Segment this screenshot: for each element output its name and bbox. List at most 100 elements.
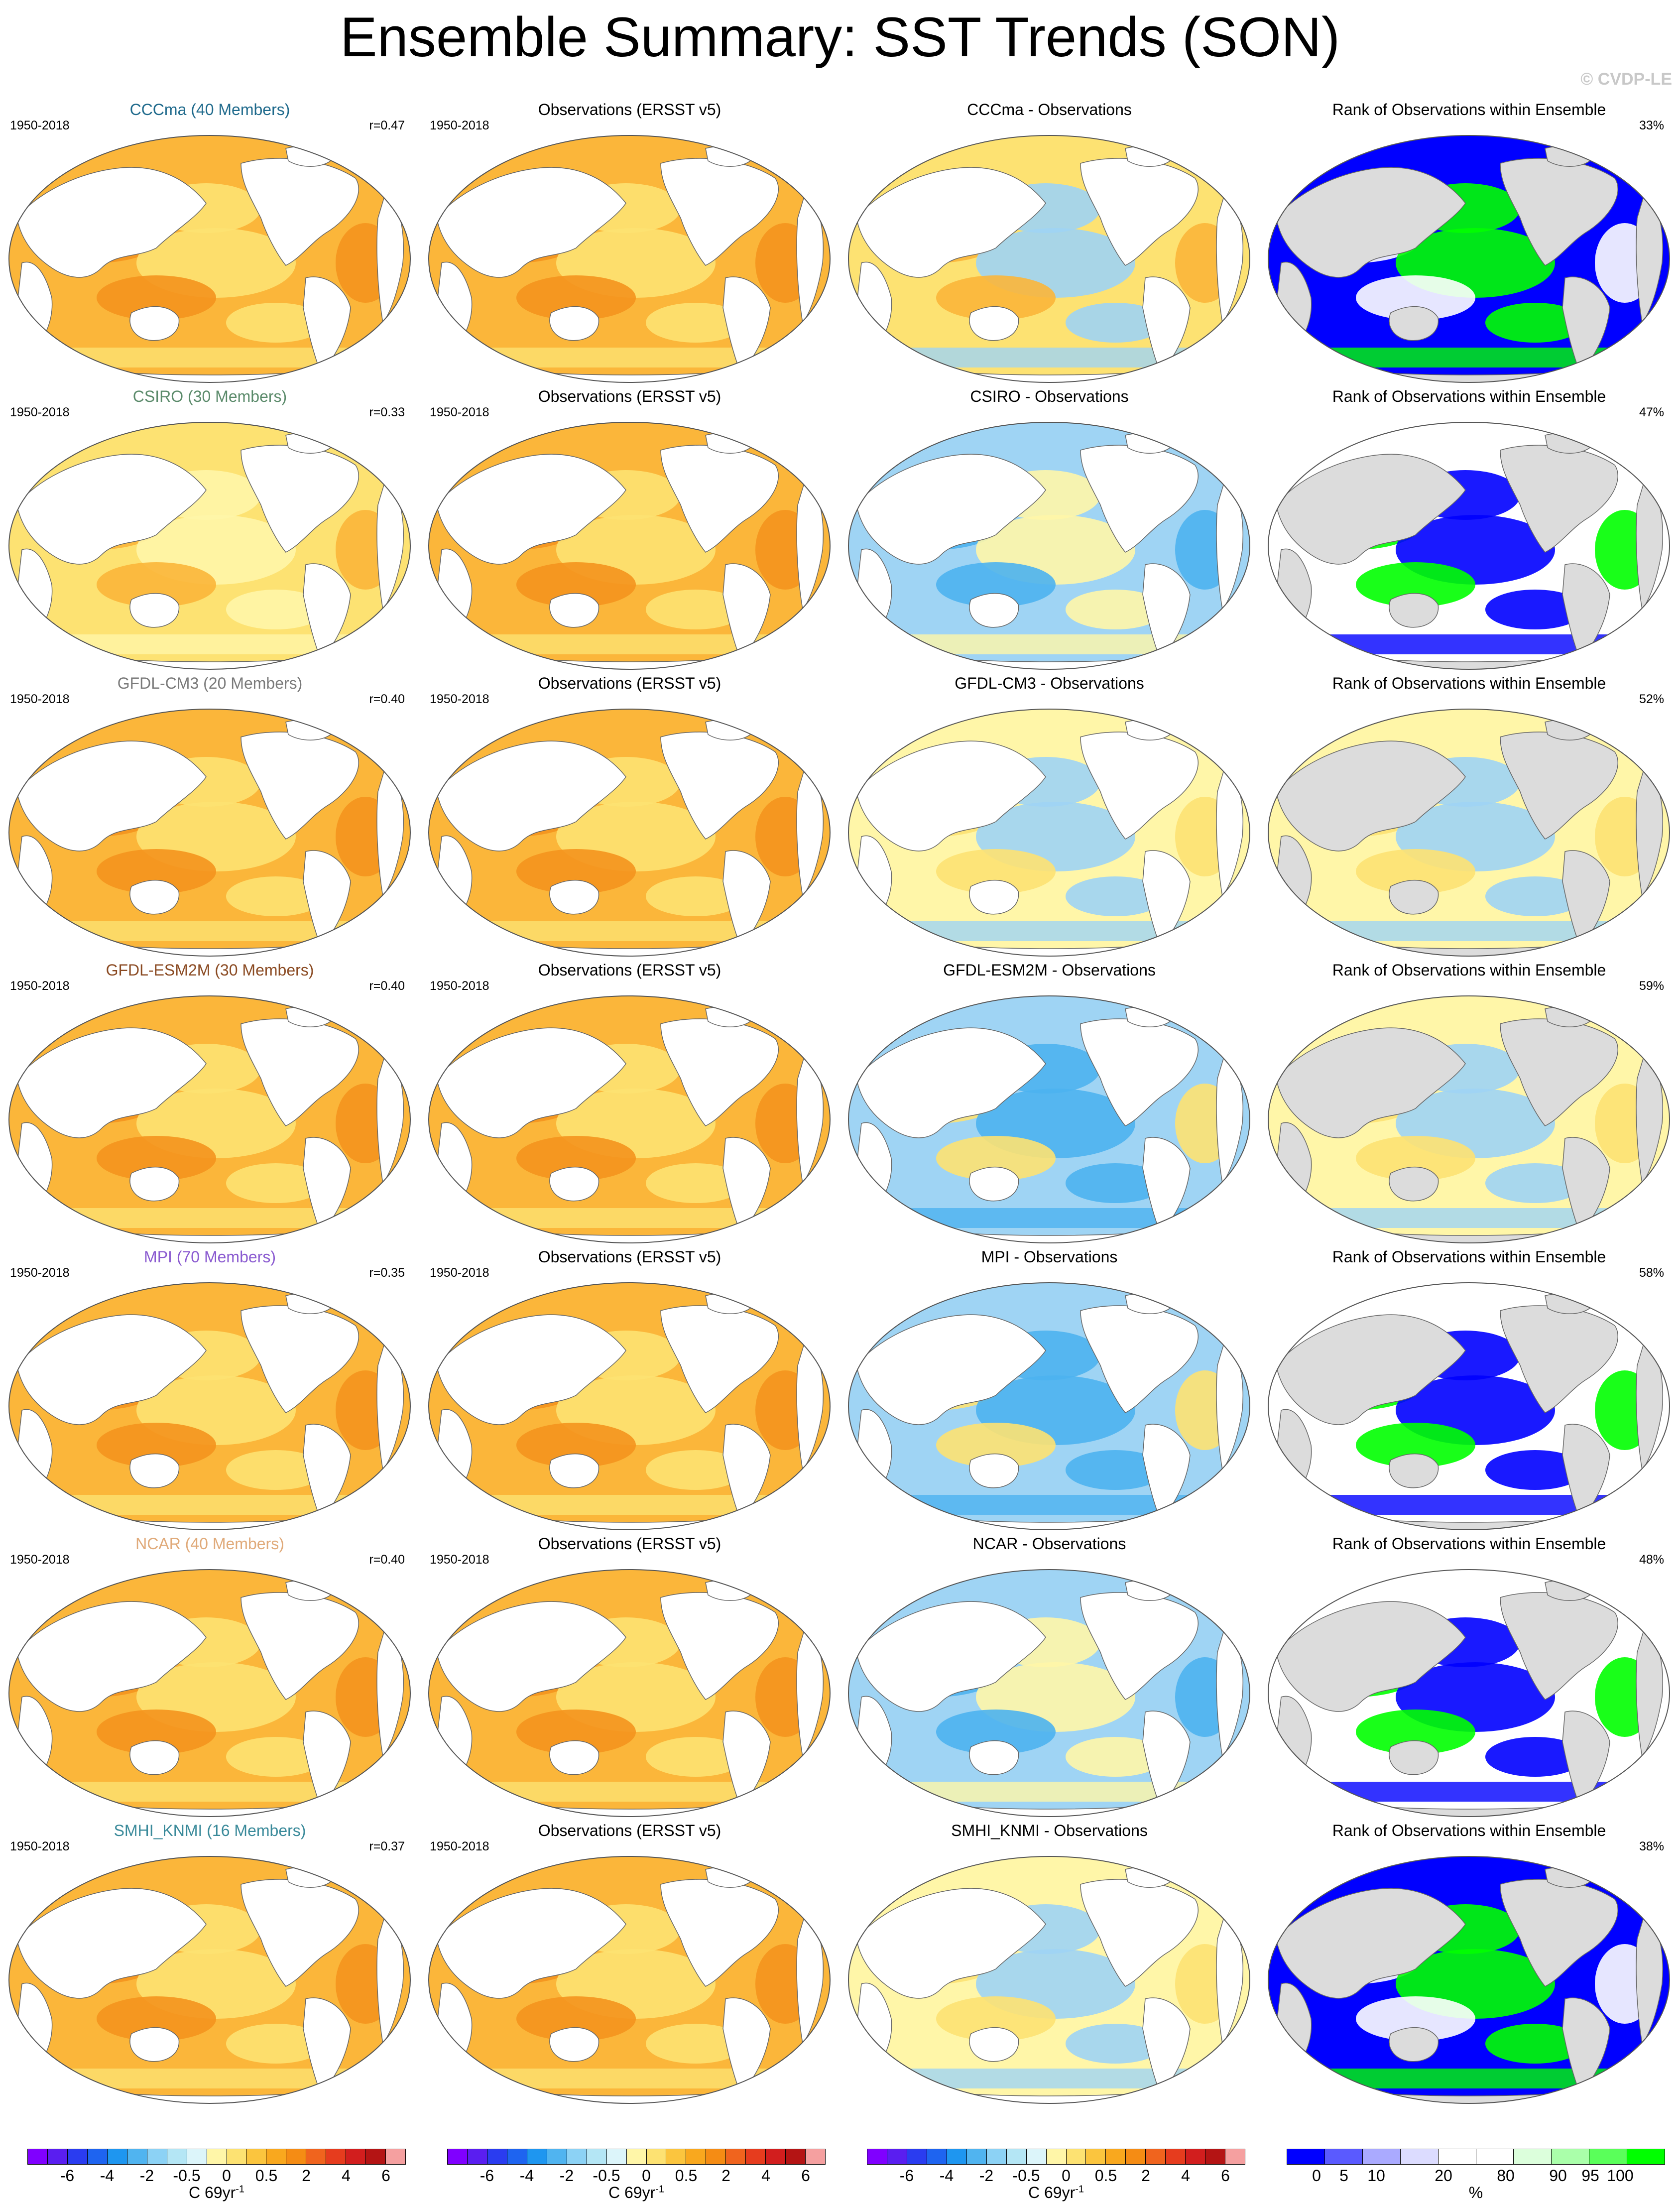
map: [846, 1281, 1252, 1532]
land-outline: [1636, 1913, 1663, 2045]
colorbar-cell: [47, 2149, 68, 2164]
field-patch: [936, 275, 1056, 320]
colorbar-tick-label: 0.5: [255, 2167, 278, 2185]
land-outline: [1636, 479, 1663, 611]
land-outline: [1276, 1601, 1466, 1712]
land-outline: [1562, 1711, 1610, 1808]
colorbar-cell: [448, 2149, 468, 2164]
colorbar-cell: [227, 2149, 247, 2164]
model-panel: CCCma (40 Members) 1950-2018 r=0.47: [0, 100, 420, 386]
rank-panel: Rank of Observations within Ensemble 58%: [1259, 1247, 1679, 1534]
colorbar-cell: [567, 2149, 587, 2164]
colorbar-cells: [447, 2149, 826, 2165]
diff-panel: SMHI_KNMI - Observations: [840, 1821, 1259, 2107]
rank-panel: Rank of Observations within Ensemble 33%: [1259, 100, 1679, 386]
land-outline: [796, 1340, 824, 1471]
map-svg: [1268, 422, 1670, 670]
land-outline: [856, 1601, 1046, 1712]
model-panel: NCAR (40 Members) 1950-2018 r=0.40: [0, 1534, 420, 1821]
colorbar-unit-label: C 69yr-1: [1028, 2184, 1084, 2202]
field-patch: [1356, 275, 1475, 320]
field-patch: [226, 1737, 326, 1777]
colorbar-cell: [547, 2149, 567, 2164]
map: [7, 133, 413, 385]
field-patch: [936, 1996, 1056, 2041]
rank-percent-label: 47%: [1639, 405, 1664, 419]
panel-title: NCAR (40 Members): [135, 1535, 284, 1553]
colorbar-cell: [1086, 2149, 1106, 2164]
land-outline: [16, 454, 207, 565]
map: [1266, 707, 1672, 959]
field-patch: [1485, 303, 1585, 343]
correlation-label: r=0.40: [369, 1553, 405, 1567]
field-patch: [226, 303, 326, 343]
period-label: 1950-2018: [430, 405, 489, 419]
colorbar-cell: [626, 2149, 647, 2164]
colorbar-tick-label: 6: [801, 2167, 810, 2185]
land-outline: [969, 306, 1019, 341]
page-title: Ensemble Summary: SST Trends (SON): [340, 6, 1340, 68]
field-patch: [646, 2024, 745, 2064]
correlation-label: r=0.40: [369, 979, 405, 993]
land-outline: [722, 850, 771, 947]
diff-panel: MPI - Observations: [840, 1247, 1259, 1534]
land-outline: [129, 2027, 180, 2062]
land-outline: [1636, 1340, 1663, 1471]
land-outline: [303, 1137, 351, 1234]
land-outline: [376, 1053, 404, 1184]
map-svg: [848, 709, 1250, 957]
colorbar-cell: [786, 2149, 806, 2164]
land-outline: [722, 276, 771, 373]
field-patch: [1066, 1450, 1165, 1490]
colorbar-cell: [587, 2149, 607, 2164]
obs-panel: Observations (ERSST v5) 1950-2018: [420, 1247, 840, 1534]
field-patch: [516, 275, 636, 320]
land-outline: [436, 1027, 626, 1138]
panel-title: GFDL-ESM2M (30 Members): [106, 961, 314, 979]
field-patch: [1066, 590, 1165, 629]
colorbar-cell: [487, 2149, 507, 2164]
land-outline: [376, 1913, 404, 2045]
colorbar-tick-label: 0.5: [1094, 2167, 1117, 2185]
period-label: 1950-2018: [430, 692, 489, 706]
map-svg: [8, 422, 411, 670]
colorbar-cell: [306, 2149, 327, 2164]
colorbar-cells: [867, 2149, 1245, 2165]
colorbar-tick-label: 2: [302, 2167, 311, 2185]
period-label: 1950-2018: [430, 979, 489, 993]
period-label: 1950-2018: [10, 1839, 70, 1853]
panel-title: Observations (ERSST v5): [538, 387, 721, 405]
model-panel: GFDL-ESM2M (30 Members) 1950-2018 r=0.40: [0, 960, 420, 1247]
land-outline: [303, 1424, 351, 1521]
period-label: 1950-2018: [430, 1553, 489, 1567]
map: [7, 420, 413, 672]
field-patch: [97, 1996, 216, 2041]
rank-percent-label: 38%: [1639, 1839, 1664, 1853]
panel-title: CSIRO (30 Members): [132, 387, 287, 405]
colorbar-cells: [27, 2149, 406, 2165]
land-outline: [129, 1167, 180, 1202]
colorbar-tick-label: 80: [1497, 2167, 1515, 2185]
colorbar-trend-model: -6 -4 -2 -0.5 0 0.5 2 4 6 C 69yr-1: [27, 2149, 406, 2202]
field-patch: [97, 1423, 216, 1468]
panel-title: SMHI_KNMI - Observations: [951, 1822, 1148, 1839]
panel-title: Rank of Observations within Ensemble: [1332, 1248, 1606, 1266]
colorbar-tick-label: 4: [1181, 2167, 1190, 2185]
colorbar-cell: [1106, 2149, 1126, 2164]
map-svg: [8, 709, 411, 957]
colorbar-cell: [1438, 2149, 1476, 2164]
land-outline: [16, 1601, 207, 1712]
land-outline: [1216, 192, 1243, 324]
land-outline: [549, 1740, 600, 1775]
field-patch: [516, 1136, 636, 1181]
correlation-label: r=0.33: [369, 405, 405, 419]
colorbar-tick-label: -0.5: [173, 2167, 201, 2185]
colorbar-tick-label: 20: [1435, 2167, 1452, 2185]
map: [846, 1568, 1252, 1819]
correlation-label: r=0.47: [369, 119, 405, 132]
colorbar-cell: [927, 2149, 947, 2164]
map-svg: [428, 422, 831, 670]
land-outline: [796, 766, 824, 897]
panel-title: Rank of Observations within Ensemble: [1332, 674, 1606, 692]
map: [846, 707, 1252, 959]
